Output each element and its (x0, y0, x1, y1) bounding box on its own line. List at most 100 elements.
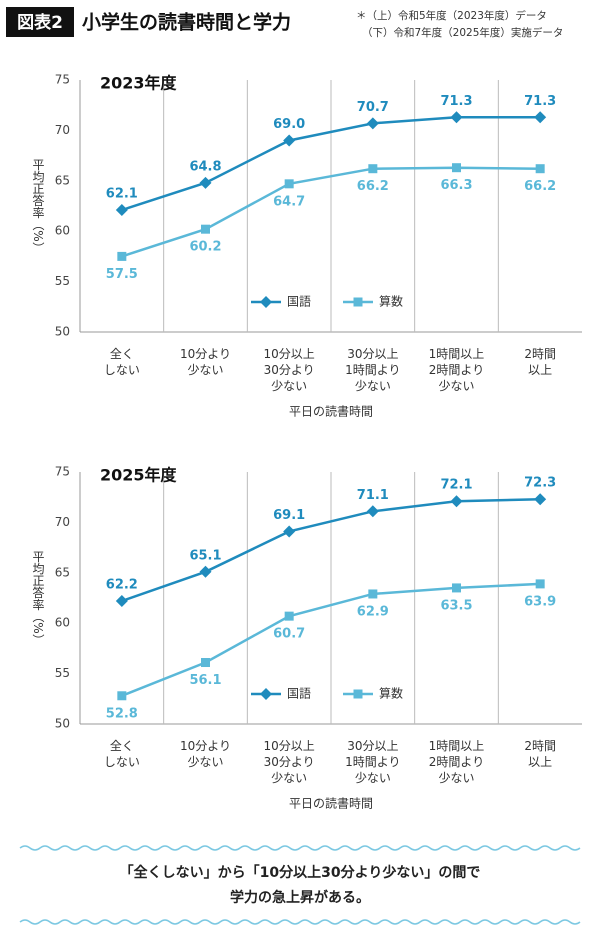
chart-title: 2025年度 (100, 466, 178, 485)
data-label: 60.7 (273, 627, 305, 642)
x-tick-label: 30分以上 1時間より 少ない (345, 347, 401, 393)
legend-label: 国語 (287, 295, 311, 309)
marker (452, 163, 461, 173)
line (121, 582, 541, 697)
y-tick-label: 55 (55, 274, 70, 288)
data-label: 56.1 (189, 673, 221, 688)
legend-marker (260, 688, 272, 700)
y-tick-label: 65 (55, 565, 70, 579)
data-label: 66.2 (357, 179, 389, 194)
marker (366, 505, 379, 518)
data-label: 62.9 (357, 604, 389, 619)
x-tick-label: 全く しない (103, 739, 140, 769)
y-tick-label: 50 (55, 717, 70, 731)
marker (201, 658, 210, 668)
wave (19, 845, 581, 851)
marker (284, 611, 294, 621)
page-title: 小学生の読書時間と学力 (82, 11, 291, 34)
marker (535, 164, 545, 174)
marker (534, 111, 547, 124)
data-label: 65.1 (189, 548, 221, 563)
data-label: 72.3 (524, 476, 556, 491)
x-tick-label: 10分より 少ない (179, 347, 232, 377)
data-label: 72.1 (440, 478, 472, 493)
y-tick-label: 50 (55, 325, 70, 339)
x-tick-label: 1時間以上 2時間より 少ない (428, 739, 485, 785)
y-tick-label: 60 (55, 616, 70, 630)
legend-marker (260, 296, 272, 308)
marker (199, 565, 212, 578)
marker (368, 589, 378, 599)
marker (534, 493, 547, 506)
marker (117, 691, 127, 701)
marker (199, 176, 212, 189)
marker (284, 179, 294, 189)
x-tick-label: 10分以上 30分より 少ない (263, 739, 315, 785)
x-tick-label: 全く しない (103, 347, 140, 377)
data-label: 62.2 (106, 578, 138, 593)
y-tick-label: 60 (55, 224, 70, 238)
y-tick-label: 70 (55, 123, 70, 137)
note: （下）令和7年度（2025年度）実施データ (362, 26, 563, 39)
y-axis-label: 平均正答率（%） (31, 550, 45, 646)
x-tick-label: 2時間 以上 (524, 347, 556, 377)
footer-text: 「全くしない」から「10分以上30分より少ない」の間で (120, 864, 481, 881)
y-tick-label: 55 (55, 666, 70, 680)
legend-marker (353, 297, 363, 307)
data-label: 60.2 (189, 240, 221, 255)
data-label: 64.7 (273, 194, 305, 209)
marker (283, 134, 296, 147)
x-axis-label: 平日の読書時間 (289, 797, 373, 811)
wave (19, 919, 581, 925)
line (121, 166, 541, 258)
data-label: 62.1 (106, 187, 138, 202)
data-label: 64.8 (189, 159, 221, 174)
note: ＊（上）令和5年度（2023年度）データ (356, 9, 547, 22)
x-axis-label: 平日の読書時間 (289, 405, 373, 419)
badge-bg (6, 7, 74, 37)
data-label: 57.5 (106, 267, 138, 282)
marker (117, 251, 127, 261)
y-tick-label: 70 (55, 515, 70, 529)
data-label: 66.2 (524, 179, 556, 194)
data-label: 66.3 (440, 178, 472, 193)
data-label: 69.1 (273, 508, 305, 523)
line (121, 497, 541, 603)
marker (201, 224, 210, 234)
y-tick-label: 75 (55, 465, 70, 479)
chart-title: 2023年度 (100, 74, 178, 93)
x-tick-label: 10分より 少ない (179, 739, 232, 769)
footer-text: 学力の急上昇がある。 (230, 889, 370, 906)
data-label: 71.1 (357, 488, 389, 503)
data-label: 63.9 (524, 594, 556, 609)
marker (535, 579, 545, 589)
legend-marker (353, 689, 363, 699)
legend-label: 国語 (287, 687, 311, 701)
data-label: 71.3 (440, 94, 472, 109)
x-tick-label: 2時間 以上 (524, 739, 556, 769)
marker (450, 495, 463, 508)
marker (366, 117, 379, 130)
marker (452, 583, 461, 593)
data-label: 69.0 (273, 117, 305, 132)
data-label: 71.3 (524, 94, 556, 109)
y-axis-label: 平均正答率（%） (31, 158, 45, 254)
marker (368, 164, 378, 174)
x-tick-label: 10分以上 30分より 少ない (263, 347, 315, 393)
marker (450, 111, 463, 124)
y-tick-label: 65 (55, 173, 70, 187)
data-label: 70.7 (357, 100, 389, 115)
marker (283, 525, 296, 538)
marker (115, 595, 128, 608)
x-tick-label: 30分以上 1時間より 少ない (345, 739, 401, 785)
x-tick-label: 1時間以上 2時間より 少ない (428, 347, 485, 393)
badge: 図表2 (17, 12, 63, 33)
legend-label: 算数 (379, 294, 403, 309)
line (121, 116, 541, 212)
legend-label: 算数 (379, 686, 403, 701)
y-tick-label: 75 (55, 73, 70, 87)
data-label: 52.8 (106, 706, 138, 721)
data-label: 63.5 (440, 598, 472, 613)
